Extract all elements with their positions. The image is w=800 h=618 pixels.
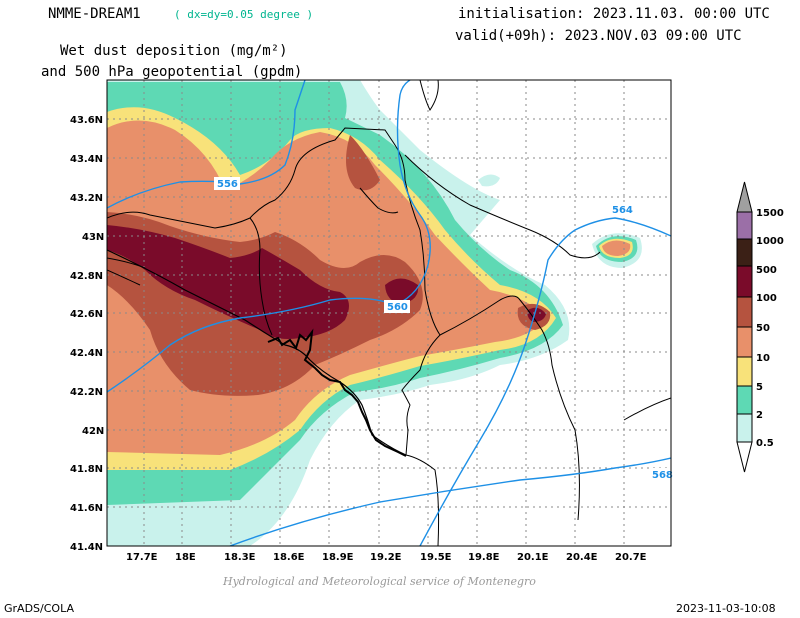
lat-tick: 43.6N <box>70 115 103 126</box>
lat-tick: 43.4N <box>70 154 103 165</box>
colorbar-label: 1500 <box>756 208 784 219</box>
lat-tick: 42.6N <box>70 309 103 320</box>
latitude-labels: 43.6N 43.4N 43.2N 43N 42.8N 42.6N 42.4N … <box>70 115 104 553</box>
colorbar: 0.5 2 5 10 50 100 500 1000 1500 <box>736 181 784 473</box>
lon-tick: 19.8E <box>468 552 500 563</box>
lon-tick: 18.9E <box>322 552 354 563</box>
initialisation-time: initialisation: 2023.11.03. 00:00 UTC <box>458 6 770 22</box>
lat-tick: 42.4N <box>70 348 103 359</box>
lon-tick: 20.7E <box>615 552 647 563</box>
colorbar-bottom-arrow <box>736 441 753 473</box>
colorbar-label: 0.5 <box>756 438 774 449</box>
borders <box>107 80 671 546</box>
colorbar-label: 5 <box>756 382 763 393</box>
lon-tick: 18.3E <box>224 552 256 563</box>
lat-tick: 41.4N <box>70 542 103 553</box>
colorbar-label: 50 <box>756 323 770 334</box>
colorbar-label: 10 <box>756 353 770 364</box>
lon-tick: 18.6E <box>273 552 305 563</box>
lon-tick: 17.7E <box>126 552 158 563</box>
longitude-labels: 17.7E 18E 18.3E 18.6E 18.9E 19.2E 19.5E … <box>126 552 647 563</box>
contour-label-568: 568 <box>652 470 673 481</box>
contour-labels: 556 560 564 568 <box>214 177 673 481</box>
colorbar-label: 500 <box>756 265 777 276</box>
field-title-line2: and 500 hPa geopotential (gpdm) <box>41 64 303 80</box>
model-resolution: ( dx=dy=0.05 degree ) <box>174 8 314 21</box>
geopotential-contours <box>107 80 671 546</box>
lat-tick: 42.2N <box>70 387 103 398</box>
contour-label-556: 556 <box>217 179 238 190</box>
lon-tick: 19.2E <box>370 552 402 563</box>
lat-tick: 41.6N <box>70 503 103 514</box>
field-title-line1: Wet dust deposition (mg/m²) <box>60 43 288 59</box>
credit-text: Hydrological and Meteorological service … <box>223 575 536 588</box>
lat-tick: 41.8N <box>70 464 103 475</box>
lon-tick: 18E <box>175 552 196 563</box>
footer-timestamp: 2023-11-03-10:08 <box>676 602 776 615</box>
lon-tick: 19.5E <box>420 552 452 563</box>
footer-software: GrADS/COLA <box>4 602 74 615</box>
colorbar-top-arrow <box>736 181 753 213</box>
lat-tick: 42N <box>82 426 104 437</box>
lat-tick: 43.2N <box>70 193 103 204</box>
lat-tick: 43N <box>82 232 104 243</box>
graticule <box>107 80 671 546</box>
model-name: NMME-DREAM1 <box>48 6 141 22</box>
colorbar-label: 1000 <box>756 236 784 247</box>
lon-tick: 20.4E <box>566 552 598 563</box>
lon-tick: 20.1E <box>517 552 549 563</box>
colorbar-label: 2 <box>756 410 763 421</box>
lat-tick: 42.8N <box>70 271 103 282</box>
contour-label-560: 560 <box>387 302 408 313</box>
valid-time: valid(+09h): 2023.NOV.03 09:00 UTC <box>455 28 742 44</box>
plot-frame <box>106 79 672 547</box>
colorbar-label: 100 <box>756 293 777 304</box>
contour-label-564: 564 <box>612 205 633 216</box>
